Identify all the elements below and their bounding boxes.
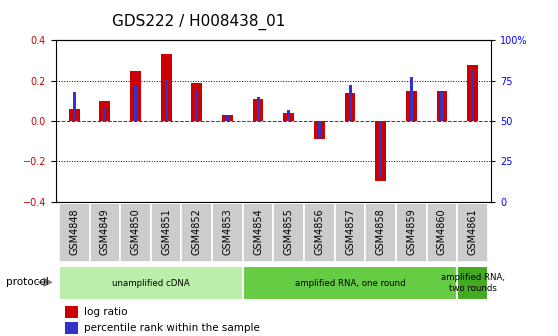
Bar — [73, 92, 76, 121]
Bar — [458, 203, 488, 262]
Bar — [410, 77, 413, 121]
Bar — [212, 203, 243, 262]
Bar — [318, 121, 321, 137]
Bar — [243, 203, 273, 262]
Bar — [195, 90, 198, 121]
Bar — [226, 115, 229, 121]
Text: GSM4853: GSM4853 — [223, 208, 233, 255]
Bar — [134, 85, 137, 121]
Bar — [379, 121, 382, 177]
Bar — [345, 93, 355, 121]
Text: GSM4861: GSM4861 — [468, 208, 478, 255]
Bar — [69, 109, 80, 121]
Bar — [283, 113, 294, 121]
Bar — [59, 203, 89, 262]
Bar — [287, 110, 290, 121]
Bar — [335, 203, 365, 262]
Bar — [440, 92, 444, 121]
Bar — [436, 91, 448, 121]
Bar — [222, 115, 233, 121]
Bar — [427, 203, 458, 262]
Text: protocol: protocol — [6, 277, 49, 287]
Bar — [151, 203, 181, 262]
Bar — [253, 99, 263, 121]
Text: GSM4851: GSM4851 — [161, 208, 171, 255]
Bar — [257, 97, 259, 121]
Bar — [349, 85, 352, 121]
Text: GSM4854: GSM4854 — [253, 208, 263, 255]
Text: GSM4856: GSM4856 — [314, 208, 324, 255]
Text: GSM4860: GSM4860 — [437, 208, 447, 255]
Bar — [161, 54, 171, 121]
Bar — [89, 203, 120, 262]
Bar — [165, 79, 167, 121]
Text: GSM4848: GSM4848 — [69, 208, 79, 255]
Text: GSM4859: GSM4859 — [406, 208, 416, 255]
Text: GSM4857: GSM4857 — [345, 208, 355, 255]
Text: log ratio: log ratio — [84, 307, 128, 318]
Bar — [458, 266, 488, 300]
Text: percentile rank within the sample: percentile rank within the sample — [84, 323, 260, 333]
Bar — [243, 266, 458, 300]
Text: GSM4855: GSM4855 — [284, 208, 294, 255]
Bar — [99, 101, 110, 121]
Bar — [471, 69, 474, 121]
Text: GDS222 / H008438_01: GDS222 / H008438_01 — [112, 14, 285, 30]
Bar — [59, 266, 243, 300]
Text: GSM4858: GSM4858 — [376, 208, 386, 255]
Bar — [304, 203, 335, 262]
Bar — [365, 203, 396, 262]
Bar — [191, 83, 202, 121]
Bar — [396, 203, 427, 262]
Bar — [273, 203, 304, 262]
Bar — [65, 322, 78, 334]
Text: GSM4849: GSM4849 — [100, 208, 110, 255]
Bar — [181, 203, 212, 262]
Text: GSM4852: GSM4852 — [192, 208, 202, 255]
Bar — [376, 121, 386, 181]
Text: amplified RNA, one round: amplified RNA, one round — [295, 279, 405, 288]
Bar — [120, 203, 151, 262]
Bar — [314, 121, 325, 139]
Text: unamplified cDNA: unamplified cDNA — [112, 279, 190, 288]
Text: amplified RNA,
two rounds: amplified RNA, two rounds — [441, 274, 504, 293]
Bar — [65, 306, 78, 319]
Text: GSM4850: GSM4850 — [131, 208, 141, 255]
Bar — [467, 65, 478, 121]
Bar — [406, 91, 417, 121]
Bar — [103, 108, 107, 121]
Bar — [130, 71, 141, 121]
